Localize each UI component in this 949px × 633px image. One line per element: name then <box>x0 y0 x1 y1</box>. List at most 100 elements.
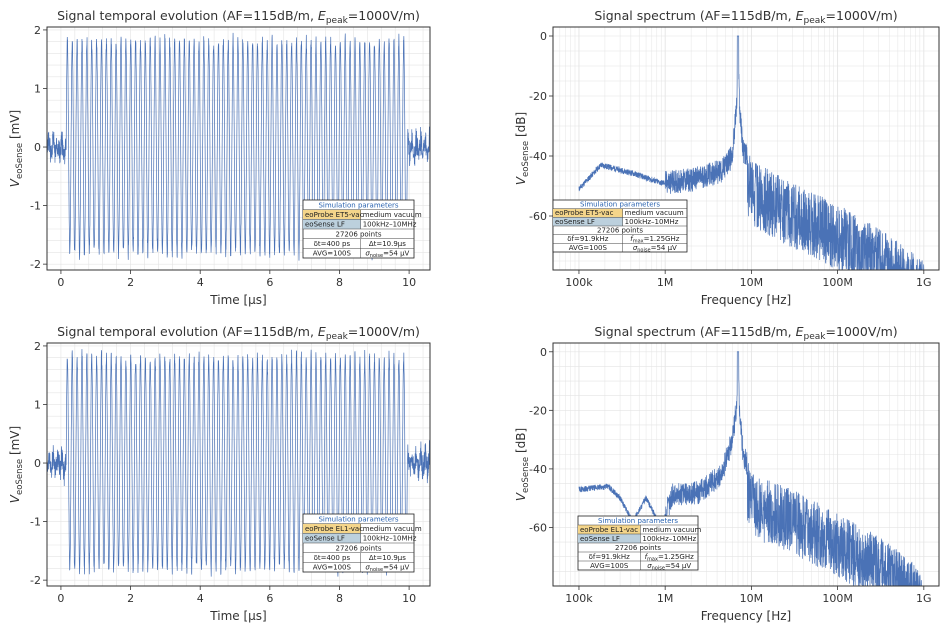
series-line-V_eoSense <box>47 349 430 577</box>
legend-sense: eoSense LF <box>580 535 620 543</box>
x-tick-label: 100M <box>822 276 853 289</box>
x-tick-label: 2 <box>127 276 134 289</box>
plot-frame <box>46 26 431 271</box>
y-axis-label: VeoSense [dB] <box>514 112 531 185</box>
legend-noise: σnoise=54 µV <box>365 250 409 259</box>
legend-noise: σnoise=54 µV <box>647 562 691 572</box>
legend-resolution: δt=400 ps <box>314 554 351 562</box>
legend-probe: eoProbe EL1-vac <box>305 525 363 533</box>
y-tick-label: 0 <box>34 457 41 470</box>
legend-sense-cell <box>578 534 641 543</box>
y-tick-label: -60 <box>529 210 547 223</box>
y-tick-label: 0 <box>540 346 547 359</box>
y-tick-label: 2 <box>34 24 41 37</box>
legend-fmax: fmax=1.25GHz <box>645 553 695 563</box>
legend-bandwidth: 100kHz–10MHz <box>625 218 679 226</box>
x-tick-label: 6 <box>266 276 273 289</box>
x-tick-label: 1M <box>657 592 674 605</box>
legend-fmax: fmax=1.25GHz <box>630 235 680 245</box>
legend-averaging: AVG=100S <box>590 562 629 570</box>
legend-noise: σnoise=54 µV <box>633 244 677 254</box>
legend-medium: medium vacuum <box>625 209 684 217</box>
chart-top-right: 100k 1M 10M 100M 1G 0 -20 -40 -60 Signal spectrum… <box>514 8 940 307</box>
legend-resolution: δt=400 ps <box>314 240 351 248</box>
y-axis-label: VeoSense [mV] <box>8 426 25 503</box>
legend-title: Simulation parameters <box>580 201 660 209</box>
legend-probe-cell <box>303 523 361 534</box>
y-tick-label: -2 <box>30 258 41 271</box>
legend-title: Simulation parameters <box>318 515 398 523</box>
x-tick-label: 6 <box>266 592 273 605</box>
x-axis-label: Time [µs] <box>209 609 266 623</box>
x-axis-label: Frequency [Hz] <box>701 293 792 307</box>
x-axis-label: Time [µs] <box>209 293 266 307</box>
y-tick-label: 2 <box>34 340 41 353</box>
legend-medium: medium vacuum <box>363 211 422 219</box>
legend-points: 27206 points <box>336 544 382 552</box>
series-line-spectrum <box>578 351 924 586</box>
y-tick-label: -40 <box>529 150 547 163</box>
chart-title: Signal spectrum (AF=115dB/m, Epeak=1000V… <box>594 8 897 26</box>
simulation-parameters-legend: Simulation parameters eoProbe ET5-vac medi… <box>302 199 422 259</box>
legend-probe: eoProbe ET5-vac <box>305 211 364 219</box>
legend-probe-cell <box>553 208 623 218</box>
y-axis-label: VeoSense [dB] <box>514 428 531 501</box>
y-tick-label: 1 <box>34 82 41 95</box>
legend-sense: eoSense LF <box>305 221 345 229</box>
y-tick-label: -60 <box>529 521 547 534</box>
legend-points: 27206 points <box>615 544 661 552</box>
legend-noise: σnoise=54 µV <box>365 564 409 574</box>
y-tick-label: -40 <box>529 463 547 476</box>
x-tick-label: 10M <box>740 276 764 289</box>
x-tick-label: 1G <box>916 276 932 289</box>
legend-probe: eoProbe EL1-vac <box>580 526 638 534</box>
legend-averaging: AVG=100S <box>313 564 352 572</box>
x-tick-label: 2 <box>127 592 134 605</box>
legend-medium: medium vacuum <box>642 526 701 534</box>
plot-frame <box>552 342 940 587</box>
x-tick-label: 8 <box>336 592 343 605</box>
legend-sense: eoSense LF <box>555 218 595 226</box>
x-tick-label: 1G <box>916 592 932 605</box>
y-tick-label: -1 <box>30 200 41 213</box>
plot-frame <box>552 26 940 271</box>
x-axis-label: Frequency [Hz] <box>701 609 792 623</box>
y-tick-label: 0 <box>34 141 41 154</box>
x-tick-label: 100k <box>565 592 593 605</box>
legend-probe-cell <box>578 525 641 534</box>
legend-sense-cell <box>303 219 361 229</box>
chart-bottom-right: 100k 1M 10M 100M 1G 0 -20 -40 -60 Signal spectrum… <box>514 324 940 623</box>
legend-probe: eoProbe ET5-vac <box>555 209 614 217</box>
x-tick-label: 4 <box>197 276 204 289</box>
chart-title: Signal temporal evolution (AF=115dB/m, E… <box>57 324 420 342</box>
x-tick-label: 0 <box>57 276 64 289</box>
legend-duration: Δt=10.9µs <box>369 240 406 248</box>
x-tick-label: 8 <box>336 276 343 289</box>
legend-sense-cell <box>303 533 361 543</box>
x-tick-label: 0 <box>57 592 64 605</box>
y-tick-label: -20 <box>529 90 547 103</box>
y-axis-label: VeoSense [mV] <box>8 110 25 187</box>
legend-bandwidth: 100kHz–10MHz <box>363 221 417 229</box>
x-tick-label: 100k <box>565 276 593 289</box>
legend-title: Simulation parameters <box>598 517 678 525</box>
legend-probe-cell <box>303 209 361 220</box>
legend-title: Simulation parameters <box>318 201 398 209</box>
y-tick-label: -1 <box>30 516 41 529</box>
legend-resolution: δf=91.9kHz <box>567 235 609 243</box>
legend-points: 27206 points <box>597 227 643 235</box>
y-tick-label: 0 <box>540 30 547 43</box>
legend-bandwidth: 100kHz–10MHz <box>642 535 696 543</box>
y-tick-label: 1 <box>34 398 41 411</box>
y-tick-label: -20 <box>529 404 547 417</box>
x-tick-label: 10 <box>402 592 416 605</box>
legend-bandwidth: 100kHz–10MHz <box>363 535 417 543</box>
series-line-V_eoSense <box>47 32 430 261</box>
legend-averaging: AVG=100S <box>313 250 352 258</box>
y-tick-label: -2 <box>30 574 41 587</box>
